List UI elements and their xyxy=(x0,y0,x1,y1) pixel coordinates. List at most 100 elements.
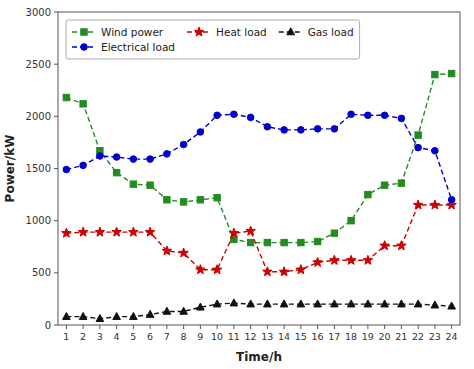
point xyxy=(145,227,155,236)
point xyxy=(330,255,340,264)
point xyxy=(365,191,371,197)
point xyxy=(80,101,86,107)
y-axis: 050010001500200025003000 xyxy=(26,7,58,331)
point xyxy=(281,127,288,134)
x-tick xyxy=(250,325,251,329)
y-tick-label: 500 xyxy=(32,267,51,278)
point xyxy=(180,199,186,205)
x-tick-label: 14 xyxy=(278,331,290,342)
x-tick-label: 13 xyxy=(261,331,273,342)
point xyxy=(348,217,354,223)
x-tick-label: 24 xyxy=(446,331,458,342)
point xyxy=(397,241,407,250)
legend-item: Heat load xyxy=(187,26,267,38)
x-tick xyxy=(317,325,318,329)
point xyxy=(246,226,256,235)
x-tick xyxy=(150,325,151,329)
point xyxy=(414,300,422,307)
x-tick-label: 3 xyxy=(97,331,103,342)
point xyxy=(179,248,189,257)
point xyxy=(147,156,154,163)
point xyxy=(331,300,339,307)
series xyxy=(63,111,455,203)
point xyxy=(247,300,255,307)
point xyxy=(448,302,456,309)
point xyxy=(432,147,439,154)
point xyxy=(346,255,356,264)
point xyxy=(415,144,422,151)
point xyxy=(314,300,322,307)
point xyxy=(347,300,355,307)
x-tick xyxy=(133,325,134,329)
point xyxy=(80,162,87,169)
point xyxy=(398,180,404,186)
point xyxy=(398,115,405,122)
x-tick xyxy=(217,325,218,329)
x-tick-label: 6 xyxy=(147,331,153,342)
point xyxy=(163,307,171,314)
point xyxy=(130,181,136,187)
point xyxy=(97,153,104,160)
legend-marker xyxy=(81,44,88,51)
point xyxy=(113,154,120,161)
point xyxy=(297,300,305,307)
point xyxy=(164,151,171,158)
x-tick-label: 23 xyxy=(429,331,441,342)
x-tick-label: 12 xyxy=(245,331,257,342)
point xyxy=(432,71,438,77)
point xyxy=(197,303,205,310)
legend-marker xyxy=(194,27,204,36)
y-tick-label: 0 xyxy=(45,320,51,331)
plot-frame xyxy=(58,12,460,325)
x-tick xyxy=(267,325,268,329)
series xyxy=(63,299,456,322)
point xyxy=(314,126,321,133)
point xyxy=(431,301,439,308)
x-tick-label: 11 xyxy=(228,331,240,342)
series xyxy=(63,70,455,245)
point xyxy=(231,111,238,118)
y-tick xyxy=(54,168,58,169)
point xyxy=(164,197,170,203)
point xyxy=(331,126,338,133)
legend-box xyxy=(66,20,360,59)
x-tick xyxy=(99,325,100,329)
point xyxy=(313,257,323,266)
x-tick xyxy=(116,325,117,329)
y-tick-label: 1000 xyxy=(26,215,51,226)
legend-marker xyxy=(287,28,295,35)
point xyxy=(214,195,220,201)
point xyxy=(281,239,287,245)
x-tick-label: 10 xyxy=(211,331,223,342)
point xyxy=(95,227,105,236)
point xyxy=(247,239,253,245)
x-tick xyxy=(434,325,435,329)
legend-label: Electrical load xyxy=(101,41,175,53)
point xyxy=(264,123,271,130)
x-tick-label: 1 xyxy=(63,331,69,342)
x-tick-label: 17 xyxy=(328,331,340,342)
point xyxy=(130,312,138,319)
legend-label: Wind power xyxy=(101,26,164,38)
x-tick xyxy=(66,325,67,329)
x-tick xyxy=(367,325,368,329)
x-tick xyxy=(284,325,285,329)
x-tick-label: 22 xyxy=(412,331,424,342)
chart: 1234567891011121314151617181920212223240… xyxy=(0,0,474,369)
y-tick xyxy=(54,220,58,221)
x-tick xyxy=(300,325,301,329)
point xyxy=(363,255,373,264)
point xyxy=(214,112,221,119)
x-tick-label: 21 xyxy=(395,331,407,342)
point xyxy=(229,228,239,237)
point xyxy=(263,267,273,276)
x-tick-label: 19 xyxy=(362,331,374,342)
x-tick-label: 8 xyxy=(181,331,187,342)
point xyxy=(314,238,320,244)
x-tick xyxy=(401,325,402,329)
point xyxy=(112,227,122,236)
point xyxy=(430,200,440,209)
point xyxy=(79,312,87,319)
point xyxy=(331,230,337,236)
point xyxy=(113,312,121,319)
